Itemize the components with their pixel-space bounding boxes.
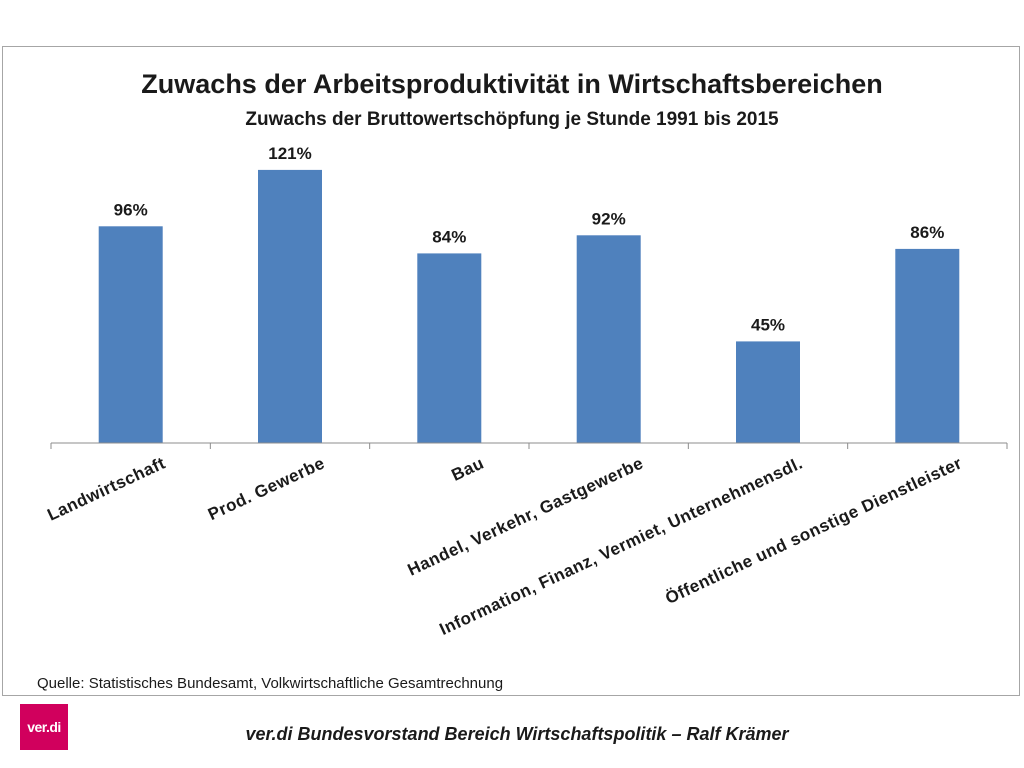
data-label: 45% [751,315,785,334]
category-label: Prod. Gewerbe [205,453,328,524]
chart-frame: Zuwachs der Arbeitsproduktivität in Wirt… [2,46,1020,696]
bar-chart: Zuwachs der Arbeitsproduktivität in Wirt… [37,69,1008,692]
bars-layer: 96% 121% 84% 92% 45% 86% [98,144,960,443]
category-label: Bau [448,453,487,484]
footer-text: ver.di Bundesvorstand Bereich Wirtschaft… [245,724,789,744]
bar [98,226,163,443]
bar [258,169,322,443]
bar [736,341,800,443]
source-note: Quelle: Statistisches Bundesamt, Volkwir… [37,675,503,692]
data-label: 92% [592,209,626,228]
data-label: 86% [910,223,944,242]
data-label: 84% [432,227,466,246]
bar [417,253,482,443]
x-axis-ticks [50,443,1008,449]
data-label: 121% [268,144,311,163]
bar [576,235,641,443]
bar [895,248,960,443]
chart-subtitle: Zuwachs der Bruttowertschöpfung je Stund… [245,109,779,130]
category-label: Landwirtschaft [44,453,168,524]
category-label: Öffentliche und sonstige Dienstleister [662,453,965,608]
data-label: 96% [114,200,148,219]
verdi-logo: ver.di [20,704,68,750]
chart-title: Zuwachs der Arbeitsproduktivität in Wirt… [141,69,882,99]
